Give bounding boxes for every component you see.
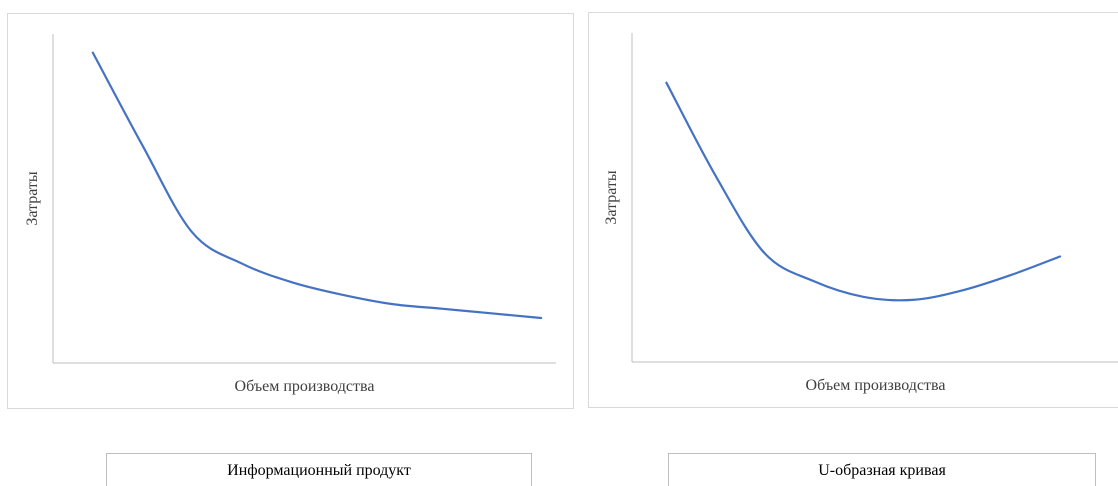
series-line-0 [666, 83, 1060, 301]
caption-u-curve: U-образная кривая [668, 453, 1096, 486]
y-axis-title: Затраты [24, 171, 41, 226]
caption-information-product: Информационный продукт [106, 453, 532, 486]
chart-panel-u-curve: Объем производства Затраты [588, 12, 1118, 408]
x-axis-title: Объем производства [235, 378, 375, 395]
series-line-0 [93, 53, 541, 318]
u-shaped-curve-chart: Объем производства Затраты [589, 13, 1118, 409]
information-product-chart: Объем производства Затраты [8, 14, 575, 410]
chart-panel-information-product: Объем производства Затраты [7, 13, 574, 409]
y-axis-title: Затраты [603, 170, 620, 225]
x-axis-title: Объем производства [806, 377, 946, 394]
